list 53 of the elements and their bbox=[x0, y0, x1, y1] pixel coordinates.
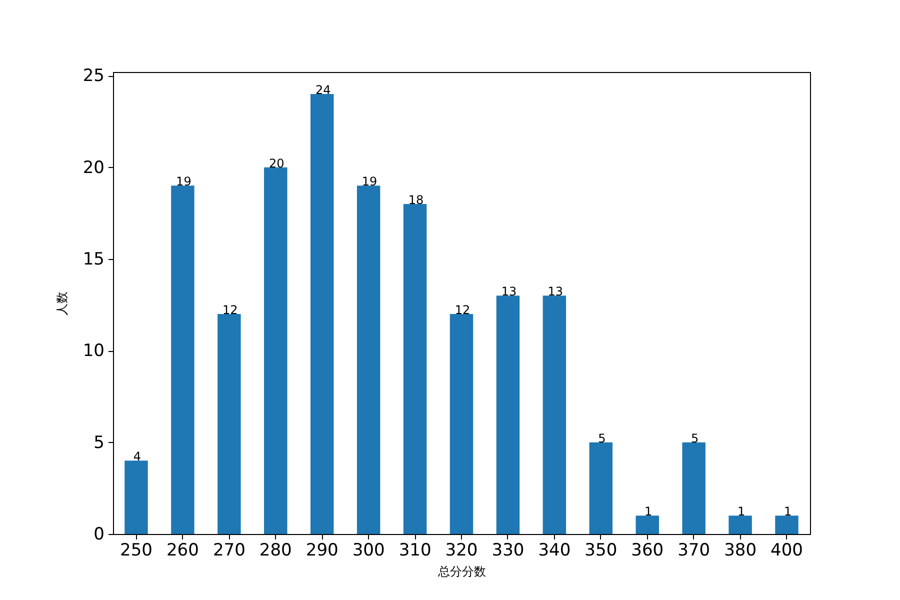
data-label: 13 bbox=[548, 284, 564, 299]
x-tick-label: 400 bbox=[770, 540, 803, 560]
data-label: 12 bbox=[222, 303, 238, 317]
x-tick-label: 250 bbox=[120, 540, 152, 560]
bar bbox=[171, 186, 194, 534]
y-tick-label: 20 bbox=[82, 158, 104, 178]
x-tick-label: 360 bbox=[631, 540, 664, 560]
data-label: 1 bbox=[784, 504, 792, 519]
x-tick-label: 350 bbox=[584, 540, 618, 560]
y-tick-label: 25 bbox=[82, 66, 104, 86]
bar bbox=[496, 296, 520, 534]
bar bbox=[403, 204, 427, 534]
bar bbox=[264, 167, 288, 534]
data-label: 5 bbox=[598, 431, 606, 446]
x-tick-label: 260 bbox=[166, 540, 199, 560]
x-tick-label: 280 bbox=[259, 540, 292, 560]
x-axis-title: 总分分数 bbox=[437, 564, 486, 578]
bar bbox=[636, 516, 659, 534]
x-tick-label: 330 bbox=[492, 540, 524, 560]
data-label: 13 bbox=[501, 284, 517, 299]
bar bbox=[682, 442, 706, 534]
data-label: 1 bbox=[737, 504, 746, 519]
x-tick-label: 340 bbox=[538, 540, 571, 560]
data-label: 4 bbox=[133, 450, 142, 464]
bar bbox=[124, 460, 148, 534]
x-tick-label: 270 bbox=[212, 540, 246, 560]
y-tick-label: 5 bbox=[94, 432, 104, 453]
bar bbox=[775, 516, 798, 534]
bar bbox=[218, 314, 241, 534]
data-label: 24 bbox=[315, 83, 331, 97]
x-tick-label: 290 bbox=[306, 540, 338, 560]
data-label: 18 bbox=[408, 193, 424, 207]
y-axis-title: 人数 bbox=[54, 292, 69, 316]
data-label: 5 bbox=[691, 431, 699, 446]
x-tick-label: 380 bbox=[724, 540, 757, 560]
data-label: 20 bbox=[268, 156, 284, 170]
x-tick-label: 370 bbox=[678, 540, 710, 560]
data-label: 19 bbox=[176, 174, 192, 189]
bar bbox=[450, 314, 474, 534]
y-tick-label: 10 bbox=[82, 341, 104, 362]
bar bbox=[310, 94, 334, 534]
x-tick-label: 320 bbox=[445, 540, 478, 560]
data-label: 1 bbox=[644, 504, 652, 519]
bar bbox=[728, 516, 752, 534]
bar bbox=[589, 442, 613, 534]
y-tick-label: 0 bbox=[94, 524, 104, 544]
data-label: 12 bbox=[454, 303, 470, 317]
x-tick-label: 310 bbox=[398, 540, 432, 560]
y-tick-label: 15 bbox=[82, 250, 104, 270]
bar bbox=[356, 186, 380, 534]
data-label: 19 bbox=[362, 174, 378, 189]
x-tick-label: 300 bbox=[352, 540, 385, 560]
bar bbox=[542, 296, 566, 534]
